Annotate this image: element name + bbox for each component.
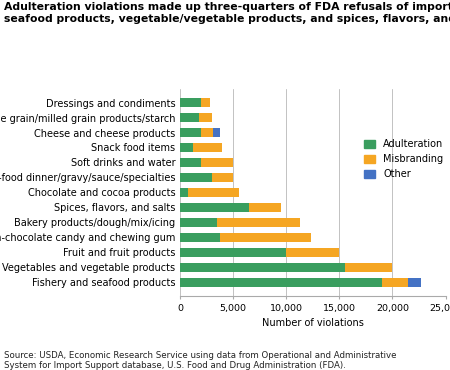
Bar (345, 263, 392, 272)
X-axis label: Number of violations: Number of violations (262, 318, 364, 328)
Bar (180, 233, 220, 242)
Bar (193, 143, 222, 152)
Bar (180, 248, 286, 257)
Bar (201, 158, 233, 167)
Text: Source: USDA, Economic Research Service using data from Operational and Administ: Source: USDA, Economic Research Service … (4, 351, 397, 370)
Legend: Adulteration, Misbranding, Other: Adulteration, Misbranding, Other (364, 139, 443, 179)
Bar (249, 203, 281, 212)
Bar (201, 128, 213, 137)
Bar (199, 113, 212, 122)
Bar (180, 218, 217, 227)
Bar (180, 203, 249, 212)
Bar (180, 98, 201, 107)
Bar (180, 143, 193, 152)
Bar (217, 218, 300, 227)
Bar (201, 98, 210, 107)
Bar (180, 188, 189, 197)
Bar (180, 263, 345, 272)
Text: Adulteration violations made up three-quarters of FDA refusals of imported fishe: Adulteration violations made up three-qu… (4, 2, 450, 24)
Bar (382, 278, 408, 287)
Bar (180, 113, 199, 122)
Bar (212, 173, 233, 182)
Bar (189, 188, 239, 197)
Bar (286, 248, 339, 257)
Bar (180, 128, 201, 137)
Bar (213, 128, 220, 137)
Bar (408, 278, 421, 287)
Bar (180, 158, 201, 167)
Bar (180, 278, 382, 287)
Bar (220, 233, 310, 242)
Bar (180, 173, 212, 182)
